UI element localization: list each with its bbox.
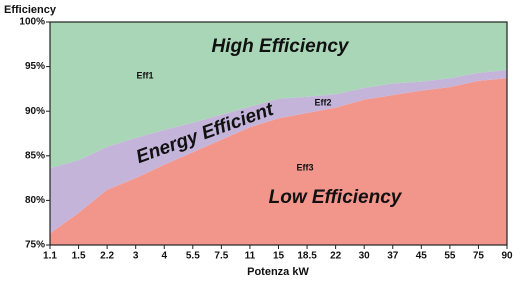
x-tick-label: 4 (161, 251, 167, 262)
x-tick-label: 1.1 (43, 251, 57, 262)
y-tick-label: 100% (19, 17, 45, 28)
x-tick-label: 2.2 (100, 251, 114, 262)
y-tick-label: 75% (25, 240, 45, 251)
x-tick-label: 45 (416, 251, 428, 262)
x-tick-label: 15 (273, 251, 285, 262)
top-area (50, 22, 507, 169)
x-axis-title: Potenza kW (247, 266, 309, 278)
x-tick-label: 90 (501, 251, 513, 262)
x-tick-label: 18.5 (297, 251, 317, 262)
x-tick-label: 11 (245, 251, 256, 262)
region-label: Low Efficiency (269, 187, 403, 208)
y-tick-label: 85% (25, 150, 45, 161)
region-name: Eff1 (136, 70, 153, 80)
x-tick-label: 7.5 (214, 251, 228, 262)
x-tick-label: 3 (133, 251, 139, 262)
x-tick-label: 37 (387, 251, 399, 262)
x-tick-label: 30 (359, 251, 371, 262)
region-name: Eff3 (296, 162, 313, 172)
y-tick-label: 90% (25, 106, 45, 117)
x-tick-label: 22 (330, 251, 342, 262)
y-tick-label: 95% (25, 61, 45, 72)
x-tick-label: 1.5 (72, 251, 86, 262)
y-tick-label: 80% (25, 195, 45, 206)
x-tick-label: 5.5 (186, 251, 200, 262)
area (50, 78, 507, 245)
x-tick-label: 55 (444, 251, 456, 262)
plot-areas (50, 22, 507, 245)
region-label: High Efficiency (212, 36, 350, 57)
region-name: Eff2 (314, 97, 331, 107)
area (50, 70, 507, 234)
y-axis-title: Efficiency (4, 4, 57, 16)
x-tick-label: 75 (473, 251, 485, 262)
